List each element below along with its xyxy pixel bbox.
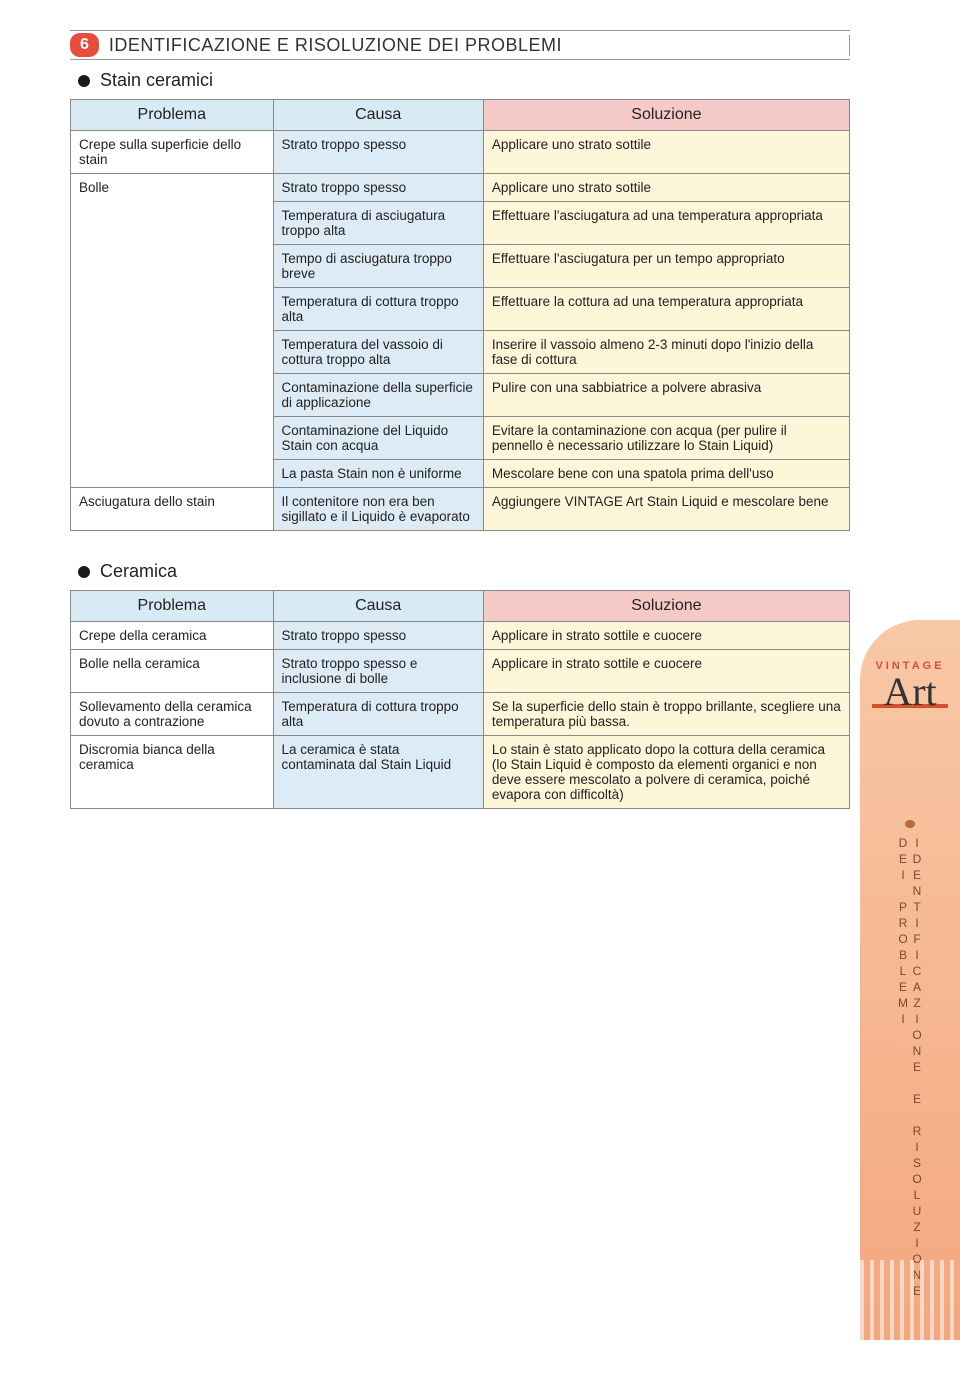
cell-problem: Crepe della ceramica	[71, 622, 274, 650]
table-heading: Stain ceramici	[78, 70, 850, 91]
table-row: Crepe della ceramicaStrato troppo spesso…	[71, 622, 850, 650]
cell-solution: Mescolare bene con una spatola prima del…	[483, 460, 849, 488]
cell-solution: Applicare in strato sottile e cuocere	[483, 650, 849, 693]
table-row: Bolle nella ceramicaStrato troppo spesso…	[71, 650, 850, 693]
cell-cause: Temperatura del vassoio di cottura tropp…	[273, 331, 483, 374]
cell-cause: La pasta Stain non è uniforme	[273, 460, 483, 488]
cell-solution: Applicare uno strato sottile	[483, 174, 849, 202]
cell-cause: Temperatura di cottura troppo alta	[273, 288, 483, 331]
cell-cause: Strato troppo spesso	[273, 622, 483, 650]
table-header-row: ProblemaCausaSoluzione	[71, 591, 850, 622]
cell-problem: Bolle nella ceramica	[71, 650, 274, 693]
page-content: 6 IDENTIFICAZIONE E RISOLUZIONE DEI PROB…	[0, 0, 960, 869]
cell-cause: Temperatura di cottura troppo alta	[273, 693, 483, 736]
cell-cause: Contaminazione del Liquido Stain con acq…	[273, 417, 483, 460]
table-heading-text: Stain ceramici	[100, 70, 213, 91]
cell-solution: Effettuare l'asciugatura ad una temperat…	[483, 202, 849, 245]
cell-cause: Il contenitore non era ben sigillato e i…	[273, 488, 483, 531]
cell-problem: Sollevamento della ceramica dovuto a con…	[71, 693, 274, 736]
cell-cause: Contaminazione della superficie di appli…	[273, 374, 483, 417]
section-title: IDENTIFICAZIONE E RISOLUZIONE DEI PROBLE…	[109, 35, 850, 56]
cell-solution: Applicare in strato sottile e cuocere	[483, 622, 849, 650]
cell-solution: Inserire il vassoio almeno 2-3 minuti do…	[483, 331, 849, 374]
header-problem: Problema	[71, 591, 274, 622]
cell-solution: Applicare uno strato sottile	[483, 131, 849, 174]
table-row: Asciugatura dello stainIl contenitore no…	[71, 488, 850, 531]
cell-solution: Se la superficie dello stain è troppo br…	[483, 693, 849, 736]
bullet-icon	[78, 75, 90, 87]
table-row: Crepe sulla superficie dello stainStrato…	[71, 131, 850, 174]
troubleshoot-table: ProblemaCausaSoluzioneCrepe della cerami…	[70, 590, 850, 809]
cell-cause: La ceramica è stata contaminata dal Stai…	[273, 736, 483, 809]
cell-problem: Discromia bianca della ceramica	[71, 736, 274, 809]
section-header: 6 IDENTIFICAZIONE E RISOLUZIONE DEI PROB…	[70, 30, 850, 60]
table-header-row: ProblemaCausaSoluzione	[71, 100, 850, 131]
header-cause: Causa	[273, 591, 483, 622]
side-stripes-decoration	[860, 1260, 960, 1340]
header-problem: Problema	[71, 100, 274, 131]
cell-solution: Effettuare l'asciugatura per un tempo ap…	[483, 245, 849, 288]
cell-solution: Aggiungere VINTAGE Art Stain Liquid e me…	[483, 488, 849, 531]
cell-problem: Crepe sulla superficie dello stain	[71, 131, 274, 174]
cell-cause: Strato troppo spesso	[273, 174, 483, 202]
cell-solution: Lo stain è stato applicato dopo la cottu…	[483, 736, 849, 809]
cell-cause: Tempo di asciugatura troppo breve	[273, 245, 483, 288]
cell-cause: Strato troppo spesso	[273, 131, 483, 174]
header-solution: Soluzione	[483, 100, 849, 131]
header-cause: Causa	[273, 100, 483, 131]
cell-problem: Bolle	[71, 174, 274, 488]
bullet-icon	[78, 566, 90, 578]
section-number-badge: 6	[70, 33, 99, 57]
cell-solution: Evitare la contaminazione con acqua (per…	[483, 417, 849, 460]
cell-cause: Temperatura di asciugatura troppo alta	[273, 202, 483, 245]
table-heading: Ceramica	[78, 561, 850, 582]
cell-solution: Effettuare la cottura ad una temperatura…	[483, 288, 849, 331]
cell-solution: Pulire con una sabbiatrice a polvere abr…	[483, 374, 849, 417]
table-row: Discromia bianca della ceramicaLa cerami…	[71, 736, 850, 809]
troubleshoot-table: ProblemaCausaSoluzioneCrepe sulla superf…	[70, 99, 850, 531]
table-heading-text: Ceramica	[100, 561, 177, 582]
cell-cause: Strato troppo spesso e inclusione di bol…	[273, 650, 483, 693]
cell-problem: Asciugatura dello stain	[71, 488, 274, 531]
table-row: BolleStrato troppo spessoApplicare uno s…	[71, 174, 850, 202]
table-row: Sollevamento della ceramica dovuto a con…	[71, 693, 850, 736]
page-number: 15	[902, 1350, 922, 1371]
header-solution: Soluzione	[483, 591, 849, 622]
